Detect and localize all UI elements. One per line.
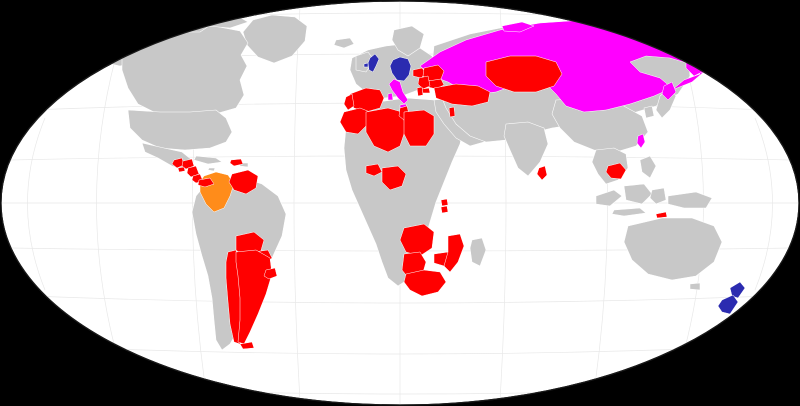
country-albania	[416, 86, 424, 97]
new-zealand-south-island	[717, 294, 739, 315]
island-new-guinea	[667, 191, 713, 209]
country-lebanon	[448, 106, 456, 118]
country-kazakhstan	[485, 55, 563, 93]
country-burundi	[440, 205, 449, 214]
country-new-zealand	[729, 281, 746, 299]
island-sumatra	[595, 189, 623, 207]
country-taiwan	[636, 133, 646, 149]
russia-sakhalin	[661, 81, 677, 101]
island-borneo	[623, 183, 653, 205]
country-north-macedonia	[421, 87, 431, 94]
highlight-red-group	[171, 55, 668, 350]
island-cuba	[193, 155, 223, 165]
country-rwanda	[440, 198, 449, 207]
country-algeria	[365, 107, 407, 153]
country-turkey	[433, 83, 491, 107]
island-iceland	[333, 37, 355, 49]
country-italy	[388, 78, 409, 105]
country-germany	[389, 56, 412, 82]
island-jamaica	[207, 167, 216, 172]
island-madagascar	[469, 237, 487, 267]
island-java	[611, 207, 647, 217]
island-sardinia	[387, 92, 394, 101]
island-sulawesi	[649, 187, 667, 205]
region-korea	[643, 105, 655, 119]
country-sri-lanka	[536, 165, 548, 181]
russia-arctic-island	[501, 21, 535, 33]
scandinavia	[391, 25, 425, 57]
country-nigeria	[381, 165, 407, 191]
country-morocco	[339, 107, 371, 135]
country-argentina	[235, 249, 273, 345]
uk-northern-ireland	[363, 62, 369, 68]
country-libya	[403, 109, 435, 147]
country-uruguay	[263, 267, 278, 280]
country-burkina-faso	[365, 163, 383, 177]
country-venezuela	[228, 169, 259, 195]
country-serbia	[417, 75, 431, 90]
country-cambodia	[605, 162, 627, 180]
country-india	[503, 121, 549, 177]
island-tasmania	[689, 282, 701, 291]
highlight-blue-group	[363, 53, 746, 315]
country-angola	[399, 223, 435, 257]
country-united-states	[127, 109, 233, 151]
island-philippines	[639, 155, 657, 179]
country-australia	[623, 217, 723, 281]
tierra-del-fuego	[239, 341, 255, 350]
country-portugal	[343, 93, 355, 111]
country-south-africa	[403, 269, 447, 297]
country-panama	[197, 177, 215, 188]
country-guatemala	[171, 157, 185, 169]
country-east-timor	[655, 211, 668, 219]
country-mozambique	[443, 233, 465, 273]
country-dominican-republic	[229, 158, 244, 167]
country-el-salvador	[177, 166, 186, 173]
